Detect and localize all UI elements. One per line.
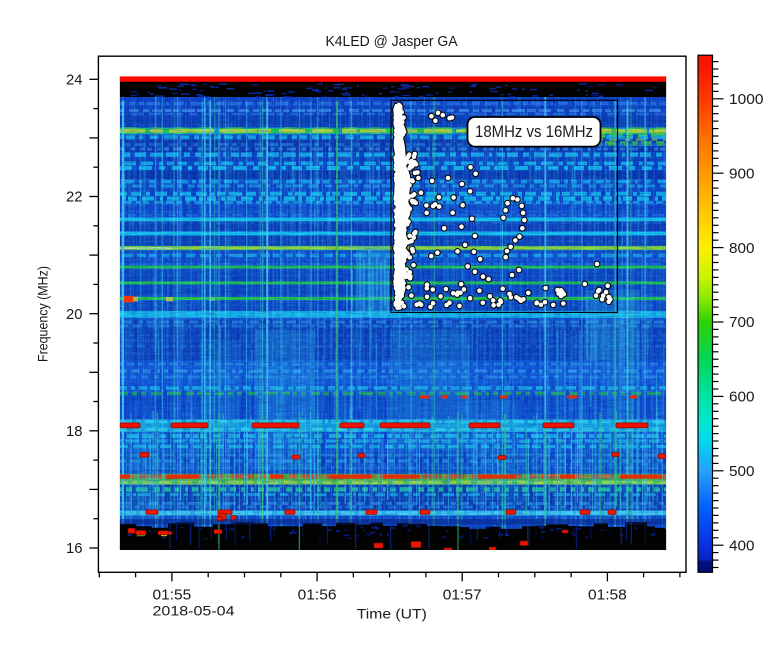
svg-text:16: 16 bbox=[66, 541, 82, 557]
svg-text:22: 22 bbox=[66, 190, 82, 206]
svg-text:18: 18 bbox=[66, 424, 82, 440]
svg-text:24: 24 bbox=[66, 73, 82, 89]
svg-text:1000: 1000 bbox=[729, 92, 764, 108]
svg-text:500: 500 bbox=[729, 464, 755, 480]
svg-text:01:57: 01:57 bbox=[443, 587, 482, 603]
svg-text:Frequency (MHz): Frequency (MHz) bbox=[35, 266, 51, 362]
svg-text:K4LED @ Jasper GA: K4LED @ Jasper GA bbox=[326, 34, 458, 50]
svg-text:700: 700 bbox=[729, 315, 755, 331]
svg-text:400: 400 bbox=[729, 538, 755, 554]
svg-text:01:56: 01:56 bbox=[298, 587, 337, 603]
svg-text:20: 20 bbox=[66, 307, 82, 323]
svg-text:Time (UT): Time (UT) bbox=[357, 606, 427, 622]
svg-text:900: 900 bbox=[729, 166, 755, 182]
svg-text:600: 600 bbox=[729, 390, 755, 406]
svg-text:18MHz vs 16MHz: 18MHz vs 16MHz bbox=[475, 123, 593, 141]
svg-text:2018-05-04: 2018-05-04 bbox=[153, 603, 235, 619]
svg-text:01:58: 01:58 bbox=[588, 587, 627, 603]
svg-text:800: 800 bbox=[729, 241, 755, 257]
svg-text:01:55: 01:55 bbox=[153, 587, 192, 603]
